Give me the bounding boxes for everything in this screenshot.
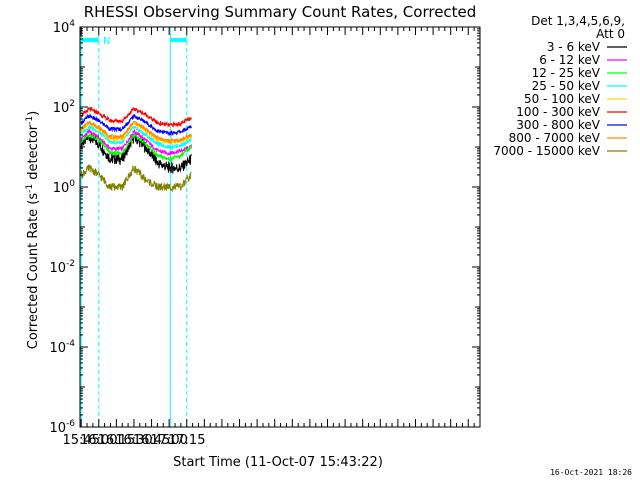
y-tick-base: 10 — [53, 101, 70, 116]
footer-date: 16-Oct-2021 18:26 — [550, 468, 632, 477]
legend-label: 3 - 6 keV — [547, 40, 601, 54]
y-tick-exponent: -4 — [66, 339, 75, 349]
legend-label: 6 - 12 keV — [539, 53, 601, 67]
y-tick-label: 100 — [53, 179, 76, 196]
series-line — [80, 132, 192, 162]
series-line — [80, 120, 192, 145]
segment-label: N — [103, 36, 110, 47]
y-axis-label-mid: detector — [26, 124, 41, 184]
y-tick-label: 10-6 — [49, 419, 75, 436]
x-axis-label: Start Time (11-Oct-07 15:43:22) — [173, 455, 383, 470]
y-tick-base: 10 — [49, 421, 66, 436]
y-axis-label-sup2: -1 — [25, 116, 35, 125]
x-tick-label: 16:00 — [80, 433, 117, 448]
legend-label: 25 - 50 keV — [532, 79, 601, 93]
y-axis-label: Corrected Count Rate (s-1 detector-1) — [25, 111, 41, 349]
x-tick-label: 16:45 — [133, 433, 170, 448]
series-line — [80, 124, 192, 151]
y-axis-label-main: Corrected Count Rate (s — [26, 193, 41, 350]
y-tick-base: 10 — [49, 261, 66, 276]
legend-label: 300 - 800 keV — [516, 118, 600, 132]
y-tick-exponent: 0 — [69, 179, 75, 189]
y-tick-label: 104 — [53, 19, 76, 36]
legend-header-attenuator: Att 0 — [596, 27, 625, 41]
x-tick-label: 16:15 — [98, 433, 135, 448]
legend-label: 50 - 100 keV — [524, 92, 601, 106]
y-axis-label-sup1: -1 — [25, 184, 35, 193]
y-tick-base: 10 — [49, 341, 66, 356]
y-tick-exponent: -6 — [66, 419, 75, 429]
y-tick-label: 10-2 — [49, 259, 75, 276]
y-axis-label-end: ) — [26, 111, 41, 116]
legend-label: 7000 - 15000 keV — [493, 144, 600, 158]
y-tick-exponent: 4 — [69, 19, 75, 29]
legend-header-detectors: Det 1,3,4,5,6,9, — [531, 14, 625, 28]
y-tick-base: 10 — [53, 181, 70, 196]
y-tick-exponent: 2 — [69, 99, 75, 109]
y-tick-label: 10-4 — [49, 339, 75, 356]
x-tick-label: 16:30 — [115, 433, 152, 448]
legend-label: 800 - 7000 keV — [509, 131, 601, 145]
y-tick-base: 10 — [53, 21, 70, 36]
legend-label: 100 - 300 keV — [516, 105, 600, 119]
axis-layer: 15:4516:0016:1516:3016:4517:0017:1510410… — [49, 19, 481, 448]
y-tick-exponent: -2 — [66, 259, 75, 269]
series-line — [80, 129, 192, 157]
y-tick-label: 102 — [53, 99, 75, 116]
x-tick-label: 15:45 — [62, 433, 99, 448]
series-line — [80, 106, 192, 128]
series-line — [80, 113, 192, 137]
series-line — [80, 164, 192, 193]
legend-label: 12 - 25 keV — [532, 66, 601, 80]
x-tick-label: 17:15 — [168, 433, 205, 448]
x-tick-label: 17:00 — [150, 433, 187, 448]
chart-title: RHESSI Observing Summary Count Rates, Co… — [84, 3, 477, 21]
plot-layer: N — [80, 27, 192, 427]
